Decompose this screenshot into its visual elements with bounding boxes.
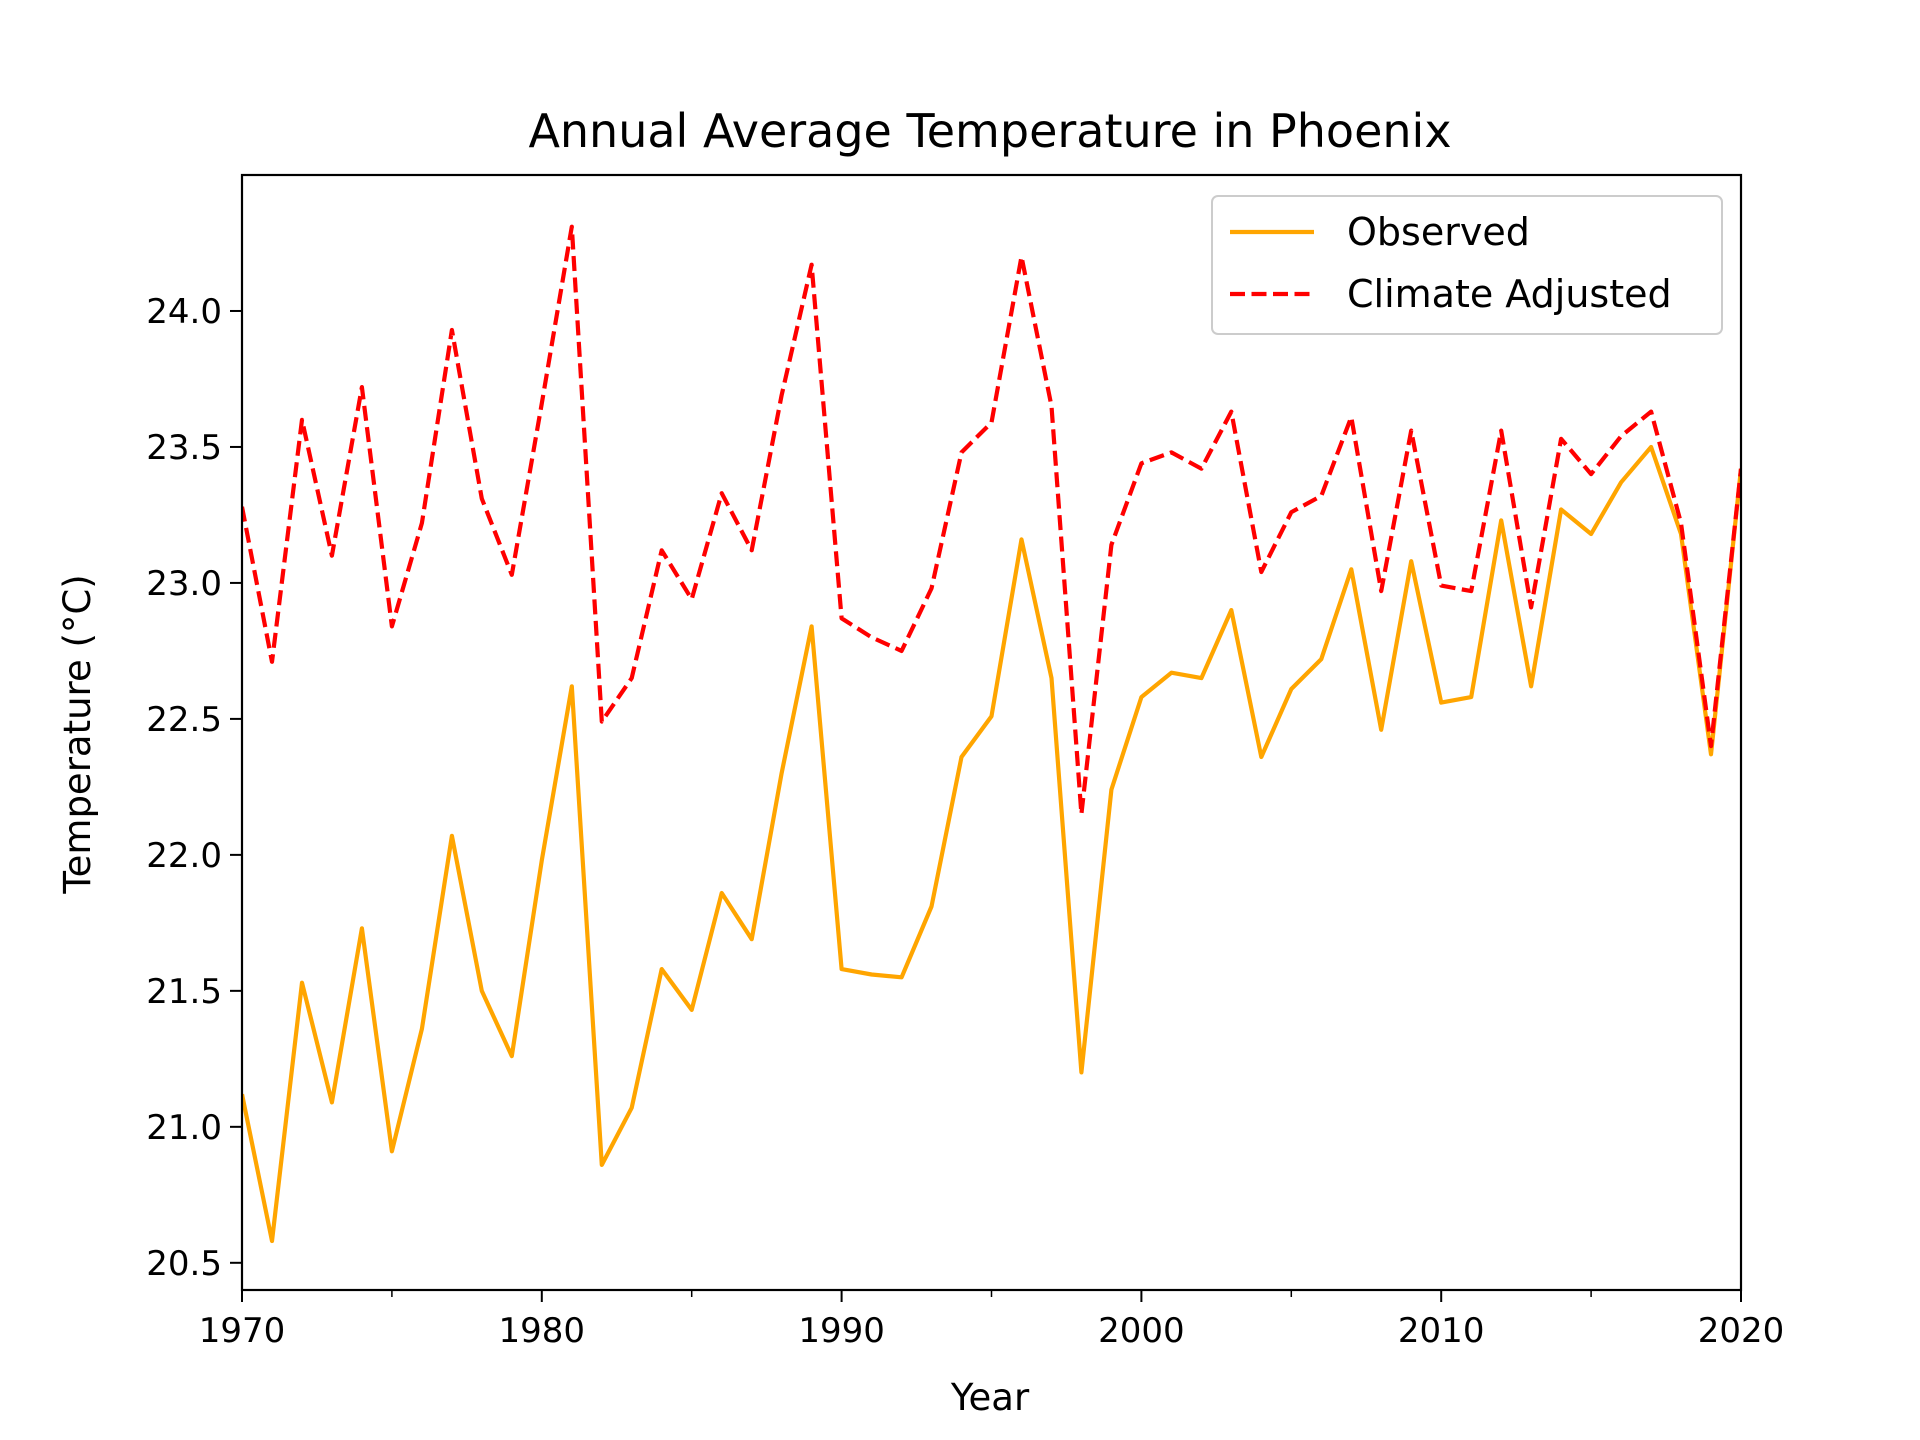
- x-tick-label: 1970: [199, 1311, 286, 1351]
- x-axis-label: Year: [950, 1376, 1030, 1419]
- y-tick-label: 24.0: [146, 292, 222, 332]
- plot-area-border: [240, 173, 1743, 1292]
- series-line-climate-adjusted: [242, 224, 1741, 817]
- plot-frame: [240, 173, 1743, 1292]
- series-lines: [242, 224, 1741, 1244]
- x-tick-label: 1990: [798, 1311, 885, 1351]
- y-tick-label: 22.0: [146, 836, 222, 876]
- y-tick-label: 23.5: [146, 428, 222, 468]
- legend-label: Climate Adjusted: [1347, 272, 1672, 316]
- legend-label: Observed: [1347, 210, 1530, 254]
- axes: 20.5 21.0 21.5 22.0 22.5 23.0 23.5 24.0 1970 1980…: [146, 292, 1784, 1351]
- x-tick-label: 2020: [1698, 1311, 1785, 1351]
- x-tick-label: 2010: [1398, 1311, 1485, 1351]
- x-tick-label: 2000: [1098, 1311, 1185, 1351]
- legend-box: [1211, 195, 1723, 335]
- x-tick-label: 1980: [499, 1311, 586, 1351]
- legend: Observed Climate Adjusted: [1211, 195, 1723, 335]
- y-axis-label: Temperature (°C): [56, 574, 99, 894]
- chart-title: Annual Average Temperature in Phoenix: [528, 104, 1451, 158]
- y-tick-label: 21.0: [146, 1108, 222, 1148]
- y-tick-label: 22.5: [146, 700, 222, 740]
- series-line-observed: [242, 444, 1741, 1244]
- y-tick-label: 21.5: [146, 972, 222, 1012]
- y-tick-label: 23.0: [146, 564, 222, 604]
- y-tick-label: 20.5: [146, 1244, 222, 1284]
